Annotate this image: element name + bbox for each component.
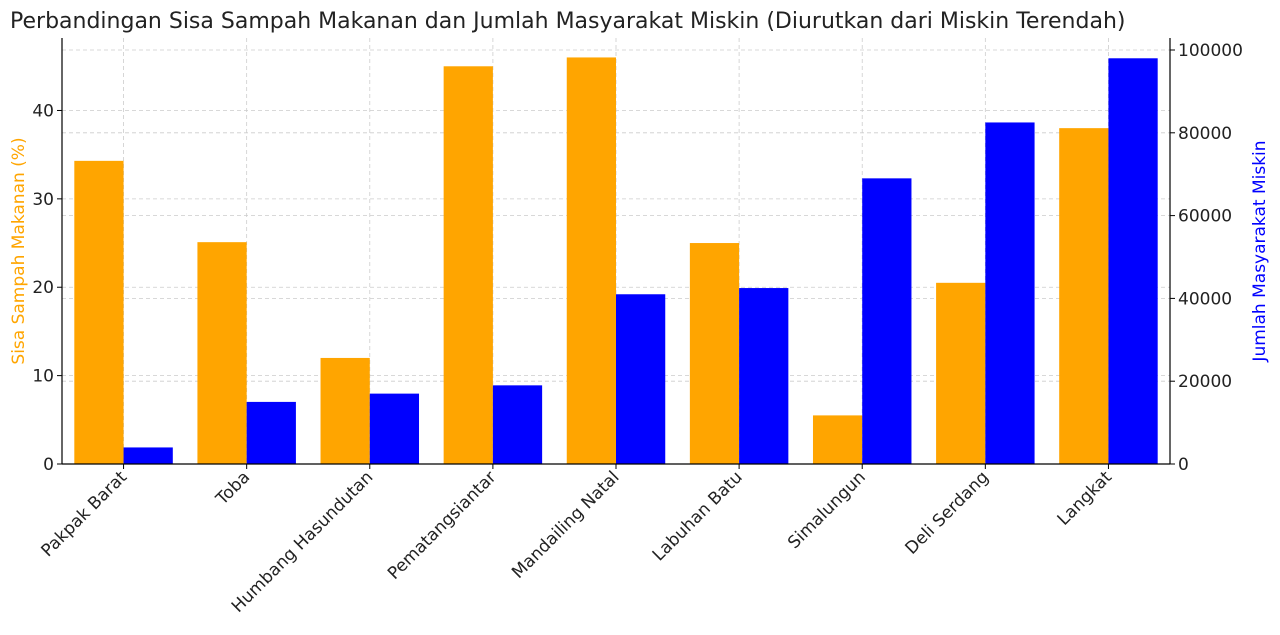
x-category-label: Labuhan Batu: [649, 467, 747, 565]
bar-sisa-sampah: [689, 243, 740, 464]
bar-sisa-sampah: [443, 66, 493, 464]
bar-sisa-sampah: [566, 57, 616, 465]
right-tick-label: 80000: [1178, 124, 1232, 144]
axes: [57, 38, 1175, 469]
left-tick-label: 10: [32, 367, 54, 387]
chart-title: Perbandingan Sisa Sampah Makanan dan Jum…: [10, 9, 1125, 34]
right-tick-label: 40000: [1178, 289, 1232, 309]
x-category-label: Deli Serdang: [902, 467, 993, 558]
bar-sisa-sampah: [74, 160, 124, 464]
bar-masyarakat-miskin: [739, 288, 789, 464]
left-tick-label: 40: [32, 101, 54, 121]
bar-sisa-sampah: [812, 415, 863, 464]
x-category-label: Simalungun: [784, 467, 870, 553]
left-tick-label: 0: [43, 455, 54, 475]
bar-marks: [74, 57, 1158, 465]
bar-masyarakat-miskin: [616, 294, 666, 464]
bar-sisa-sampah: [197, 242, 247, 464]
right-tick-label: 60000: [1178, 207, 1232, 227]
right-tick-label: 0: [1178, 455, 1189, 475]
bar-masyarakat-miskin: [492, 385, 543, 464]
bar-masyarakat-miskin: [246, 401, 296, 464]
bar-sisa-sampah: [320, 357, 370, 464]
right-tick-label: 20000: [1178, 372, 1232, 392]
bar-sisa-sampah: [1059, 128, 1109, 464]
bar-masyarakat-miskin: [123, 447, 173, 464]
x-category-label: Pakpak Barat: [37, 467, 131, 561]
left-tick-label: 20: [32, 278, 54, 298]
x-category-label: Toba: [212, 467, 255, 510]
bar-masyarakat-miskin: [1108, 58, 1158, 465]
x-category-label: Mandailing Natal: [508, 467, 623, 582]
right-tick-label: 100000: [1178, 41, 1243, 61]
left-axis-label: Sisa Sampah Makanan (%): [9, 137, 29, 364]
right-axis-label: Jumlah Masyarakat Miskin: [1250, 140, 1270, 362]
x-category-label: Pematangsiantar: [384, 467, 500, 583]
bar-masyarakat-miskin: [369, 393, 420, 464]
bar-masyarakat-miskin: [985, 122, 1035, 465]
left-tick-label: 30: [32, 190, 54, 210]
x-category-label: Langkat: [1054, 467, 1117, 530]
bar-masyarakat-miskin: [862, 178, 912, 464]
bar-sisa-sampah: [936, 282, 986, 464]
x-category-label: Humbang Hasundutan: [228, 467, 377, 616]
